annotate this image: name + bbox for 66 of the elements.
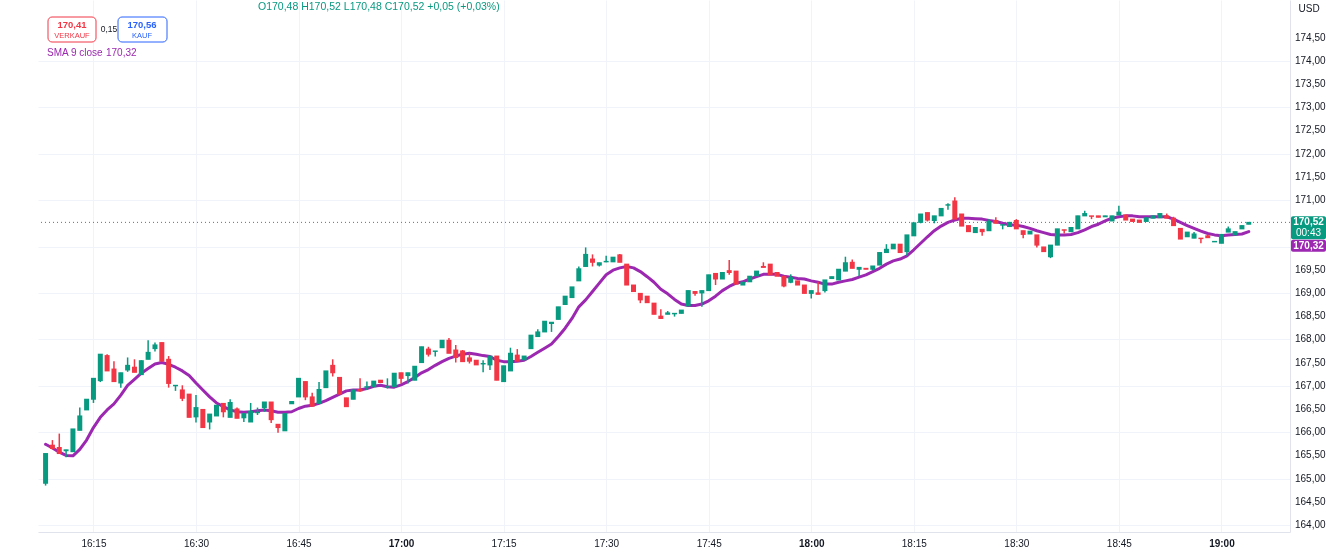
annotation: O170,48 H170,52 L170,48 C170,52 +0,05 (+0,03%) [258, 0, 500, 12]
x-tick-label: 16:30 [183, 537, 210, 549]
y-tick-label: 172,00 [1295, 147, 1326, 159]
y-tick-label: 169,50 [1295, 263, 1326, 275]
x-tick-label: 18:00 [798, 537, 825, 549]
x-tick-label: 17:45 [696, 537, 723, 549]
y-tick-label: 167,50 [1295, 356, 1326, 368]
candlestick [268, 401, 274, 424]
y-tick-label: 168,00 [1295, 333, 1326, 345]
candlestick [856, 266, 862, 277]
x-tick-label: 16:45 [286, 537, 312, 549]
text: 170,32 [1293, 239, 1325, 251]
text: 00:43 [1295, 227, 1322, 239]
y-tick-label: 174,50 [1295, 31, 1326, 43]
text: SMA 9 close [47, 47, 104, 58]
candlestick [945, 202, 951, 211]
candlestick [200, 408, 206, 429]
y-tick-label: 173,50 [1295, 78, 1326, 90]
candlestick [726, 259, 732, 276]
candlestick [432, 350, 438, 358]
y-tick-label: 164,00 [1295, 519, 1326, 531]
x-tick-label: 18:15 [901, 537, 928, 549]
candlestick [952, 196, 958, 220]
candlestick [248, 402, 254, 423]
y-tick-label: 174,00 [1295, 54, 1326, 66]
candlestick [296, 377, 302, 398]
candlestick [1061, 229, 1067, 235]
candlestick [159, 341, 165, 362]
ref-line-label: 170,52 [1293, 216, 1325, 228]
candlestick [364, 380, 370, 391]
x-tick-label: 17:30 [594, 537, 620, 549]
x-tick-label: 19:00 [1209, 537, 1236, 549]
candlestick [302, 380, 308, 401]
candlestick [624, 263, 630, 286]
y-tick-label: 168,50 [1295, 310, 1326, 322]
candlestick [316, 381, 322, 405]
y-tick-label: 169,00 [1295, 286, 1326, 298]
x-tick-label: 18:45 [1106, 537, 1133, 549]
candlestick [193, 394, 199, 424]
candlestick [227, 398, 233, 419]
candlestick [77, 406, 83, 432]
y-axis-title: USD [1298, 2, 1320, 14]
annotation: 170,56 [127, 19, 157, 30]
candlestick [145, 339, 151, 361]
x-tick-label: 17:15 [491, 537, 518, 549]
y-tick-label: 164,50 [1295, 495, 1326, 507]
candlestick [507, 346, 513, 372]
x-tick-label: 18:30 [1004, 537, 1030, 549]
y-tick-label: 171,00 [1295, 194, 1326, 206]
y-tick-label: 167,00 [1295, 379, 1326, 391]
x-tick-label: 16:15 [81, 537, 107, 549]
y-tick-label: 173,00 [1295, 101, 1326, 113]
annotation: 170,32 [106, 47, 138, 58]
candlestick [90, 377, 96, 404]
y-tick-label: 166,50 [1295, 402, 1326, 414]
y-tick-label: 166,00 [1295, 426, 1326, 438]
annotation: 170,41 [57, 19, 88, 30]
y-tick-label: 172,50 [1295, 124, 1326, 136]
candlestick [904, 234, 910, 257]
y-tick-label: 165,50 [1295, 449, 1326, 461]
y-tick-label: 171,50 [1295, 170, 1326, 182]
y-tick-label: 165,00 [1295, 472, 1326, 484]
x-tick-label: 17:00 [388, 537, 415, 549]
candlestick [815, 281, 821, 296]
annotation: 0,15 [100, 24, 118, 34]
candlestick [583, 246, 589, 268]
